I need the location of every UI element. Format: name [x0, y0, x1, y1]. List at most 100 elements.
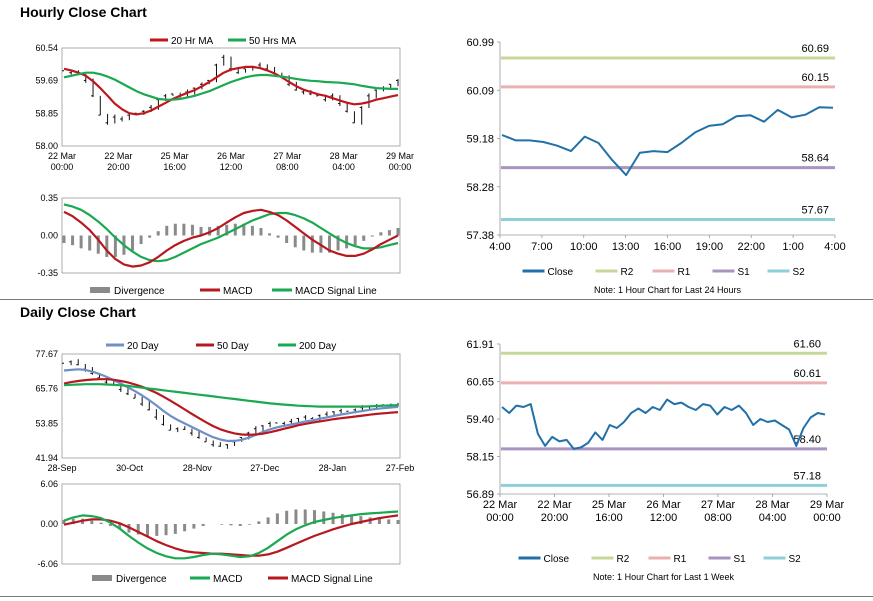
daily_price-xtick: 28-Jan: [319, 463, 347, 473]
hourly_pivot-close-line: [501, 106, 834, 177]
hourly_price-ma50-line: [63, 71, 398, 101]
daily_price-xtick: 27-Feb: [386, 463, 415, 473]
hourly_pivot-xtick: 4:00: [824, 241, 845, 253]
hourly_pivot-xtick: 19:00: [696, 241, 724, 253]
daily_macd-legend-0-label: Divergence: [116, 574, 167, 585]
hourly_price-xtick-time: 00:00: [389, 162, 412, 172]
hourly_pivot-xtick: 22:00: [737, 241, 765, 253]
daily_macd-ytick: 0.00: [40, 519, 58, 529]
daily_macd-legend-1-label: MACD: [213, 574, 242, 585]
daily_pivot-legend-4-label: S2: [789, 554, 802, 565]
daily_pivot-ytick: 60.65: [466, 377, 494, 389]
daily_pivot-xtick-time: 00:00: [486, 512, 514, 524]
hourly_pivot-ytick: 59.18: [466, 134, 494, 146]
daily_price-legend-0-label: 20 Day: [127, 341, 159, 352]
daily_price-xtick: 27-Dec: [250, 463, 280, 473]
hourly_macd-legend-2-label: MACD Signal Line: [295, 286, 377, 297]
daily_pivot-legend-0-label: Close: [544, 554, 570, 565]
daily_pivot-ytick: 58.15: [466, 452, 494, 464]
daily_price-ytick: 53.85: [35, 418, 58, 428]
hourly_price-xtick-time: 20:00: [107, 162, 130, 172]
hourly_price-xtick: 25 Mar: [161, 151, 189, 161]
hourly_price-xtick: 22 Mar: [104, 151, 132, 161]
daily_pivot-ytick: 59.40: [466, 414, 494, 426]
hourly_pivot-level-label-s1: 58.64: [801, 153, 829, 165]
daily_price-ma50-line: [63, 378, 399, 436]
daily_price-ytick: 77.67: [35, 349, 58, 359]
hourly_price-xtick: 22 Mar: [48, 151, 76, 161]
daily_pivot-xtick-time: 20:00: [541, 512, 569, 524]
hourly_price-ytick: 58.85: [35, 108, 58, 118]
hourly_price-xtick-time: 12:00: [220, 162, 243, 172]
daily_pivot-xtick-time: 16:00: [595, 512, 623, 524]
daily_pivot-xtick: 27 Mar: [701, 499, 736, 511]
daily_pivot-level-label-r2: 61.60: [793, 338, 821, 350]
hourly_price-ytick: 59.69: [35, 76, 58, 86]
daily_macd-legend-2-label: MACD Signal Line: [291, 574, 373, 585]
hourly_pivot-xtick: 4:00: [489, 241, 510, 253]
daily_price-ytick: 41.94: [35, 453, 58, 463]
daily_price-legend-1-label: 50 Day: [217, 341, 249, 352]
hourly_pivot-level-label-r2: 60.69: [801, 43, 829, 55]
daily_price-xtick: 28-Sep: [47, 463, 76, 473]
hourly_macd-ytick: 0.35: [40, 193, 58, 203]
daily_pivot-ytick: 61.91: [466, 339, 494, 351]
hourly_price-xtick-time: 04:00: [332, 162, 355, 172]
daily_pivot-xtick-time: 12:00: [650, 512, 678, 524]
hourly-section-title: Hourly Close Chart: [20, 4, 147, 20]
hourly_price-ytick: 60.54: [35, 43, 58, 53]
hourly_pivot-legend-3-label: S1: [738, 267, 751, 278]
daily_price-xtick: 30-Oct: [116, 463, 144, 473]
hourly_price-ma20-line: [63, 65, 399, 116]
daily_pivot-xtick: 26 Mar: [646, 499, 681, 511]
daily_macd-legend-0-swatch: [92, 575, 112, 581]
hourly_pivot-legend-1-label: R2: [621, 267, 634, 278]
hourly_macd-legend-0-label: Divergence: [114, 286, 165, 297]
daily_pivot-xtick-time: 00:00: [813, 512, 841, 524]
hourly_price-xtick: 27 Mar: [273, 151, 301, 161]
hourly_pivot-xtick: 1:00: [782, 241, 803, 253]
hourly_pivot-legend-4-label: S2: [793, 267, 806, 278]
hourly_pivot-xtick: 10:00: [570, 241, 598, 253]
daily_pivot-legend-2-label: R1: [674, 554, 687, 565]
daily_macd-macd-line: [63, 510, 399, 560]
hourly_pivot-level-label-r1: 60.15: [801, 72, 829, 84]
daily_price-ma20-line: [63, 368, 399, 442]
hourly_pivot-xtick: 13:00: [612, 241, 640, 253]
hourly_price-frame: [61, 47, 401, 147]
daily_pivot-close-line: [501, 398, 826, 450]
daily_price-legend-2-label: 200 Day: [299, 341, 336, 352]
hourly_macd-signal-line: [63, 203, 399, 263]
section-divider: [0, 299, 873, 300]
daily_pivot-xtick: 25 Mar: [592, 499, 627, 511]
daily_pivot-xtick: 28 Mar: [755, 499, 790, 511]
hourly_pivot-note: Note: 1 Hour Chart for Last 24 Hours: [594, 285, 742, 295]
hourly_macd-ytick: -0.35: [37, 268, 58, 278]
daily_macd-ytick: -6.06: [37, 559, 58, 569]
hourly_pivot-ytick: 60.99: [466, 37, 494, 49]
daily_pivot-legend-1-label: R2: [617, 554, 630, 565]
daily_pivot-xtick: 29 Mar: [810, 499, 845, 511]
daily-section-title: Daily Close Chart: [20, 304, 136, 320]
hourly_macd-frame: [61, 197, 401, 274]
daily_macd-frame: [61, 483, 401, 565]
daily_price-ytick: 65.76: [35, 384, 58, 394]
daily_price-frame: [61, 353, 401, 459]
hourly_price-xtick: 28 Mar: [330, 151, 358, 161]
daily_pivot-xtick-time: 04:00: [759, 512, 787, 524]
hourly_macd-ytick: 0.00: [40, 231, 58, 241]
hourly_price-legend-1-label: 50 Hrs MA: [249, 36, 297, 47]
hourly_macd-legend-1-label: MACD: [223, 286, 252, 297]
daily_pivot-level-label-r1: 60.61: [793, 368, 821, 380]
hourly_pivot-xtick: 7:00: [531, 241, 552, 253]
hourly_macd-macd-line: [63, 208, 399, 268]
hourly_pivot-ytick: 60.09: [466, 85, 494, 97]
hourly_pivot-ytick: 58.28: [466, 182, 494, 194]
hourly_price-xtick-time: 08:00: [276, 162, 299, 172]
daily_price-ma200-line: [63, 383, 399, 408]
daily_macd-signal-line: [63, 514, 399, 557]
hourly_pivot-legend-2-label: R1: [678, 267, 691, 278]
hourly_price-xtick: 26 Mar: [217, 151, 245, 161]
bottom-divider: [0, 596, 873, 597]
